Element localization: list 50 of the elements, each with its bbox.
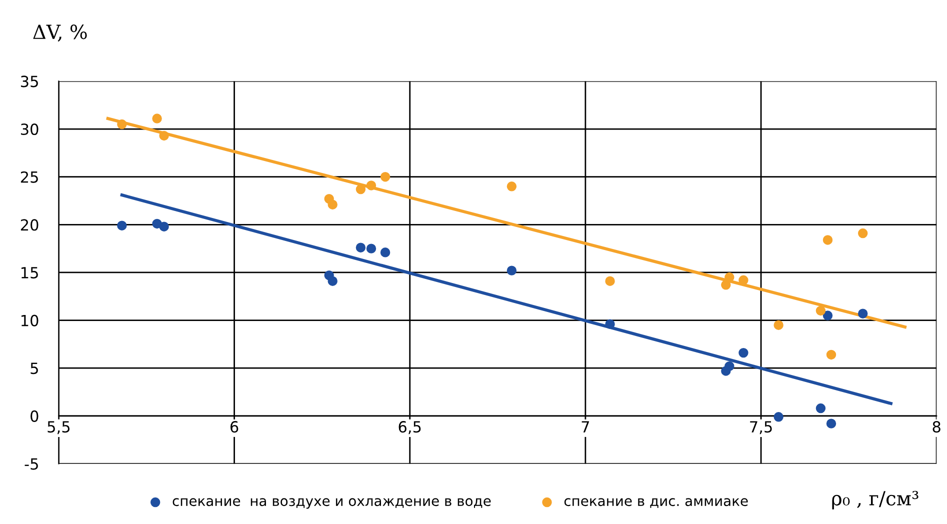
point	[506, 266, 517, 276]
point	[159, 130, 169, 141]
y-tick-label: 20	[20, 219, 38, 231]
y-tick-label: 25	[20, 171, 38, 183]
point	[506, 182, 517, 192]
x-axis-title: ρ₀ , г/см³	[832, 490, 918, 510]
point	[605, 276, 615, 286]
y-tick-label: 10	[22, 314, 38, 326]
point	[738, 348, 748, 358]
point	[366, 244, 376, 254]
point	[858, 228, 868, 238]
point	[356, 242, 366, 252]
y-tick-label: 15	[22, 267, 38, 278]
point	[117, 220, 127, 230]
point	[328, 276, 338, 286]
point	[724, 361, 734, 372]
point	[380, 172, 390, 182]
x-tick-label: 7	[582, 421, 589, 432]
point	[738, 275, 748, 285]
point	[822, 310, 833, 320]
x-tick-label: 6,5	[398, 421, 421, 434]
point	[826, 418, 836, 428]
y-tick-label: -5	[24, 458, 38, 470]
point	[605, 319, 615, 329]
point	[774, 320, 784, 330]
point	[328, 200, 338, 210]
y-axis-title: ΔV, %	[33, 24, 87, 42]
y-tick-label: 35	[20, 76, 38, 88]
y-tick-label: 30	[20, 124, 38, 136]
x-tick-label: 5,5	[48, 421, 70, 434]
point	[117, 119, 127, 130]
y-tick-label: 0	[30, 410, 38, 422]
legend-label: спекание на воздухе и охлаждение в воде	[172, 498, 491, 509]
point	[159, 222, 169, 232]
point	[152, 114, 162, 124]
point	[858, 308, 868, 318]
point	[356, 184, 366, 194]
point	[721, 280, 731, 290]
point	[816, 403, 826, 414]
point	[380, 248, 390, 258]
x-tick-label: 6	[230, 421, 238, 433]
x-tick-label: 7,5	[750, 421, 772, 434]
y-tick-label: 5	[30, 362, 38, 374]
legend-label: спекание в дис. аммиаке	[564, 498, 748, 508]
point	[822, 235, 833, 245]
point	[826, 350, 836, 360]
point	[816, 306, 826, 316]
x-tick-label: 8	[932, 421, 940, 433]
point	[366, 180, 376, 190]
point	[774, 412, 784, 422]
